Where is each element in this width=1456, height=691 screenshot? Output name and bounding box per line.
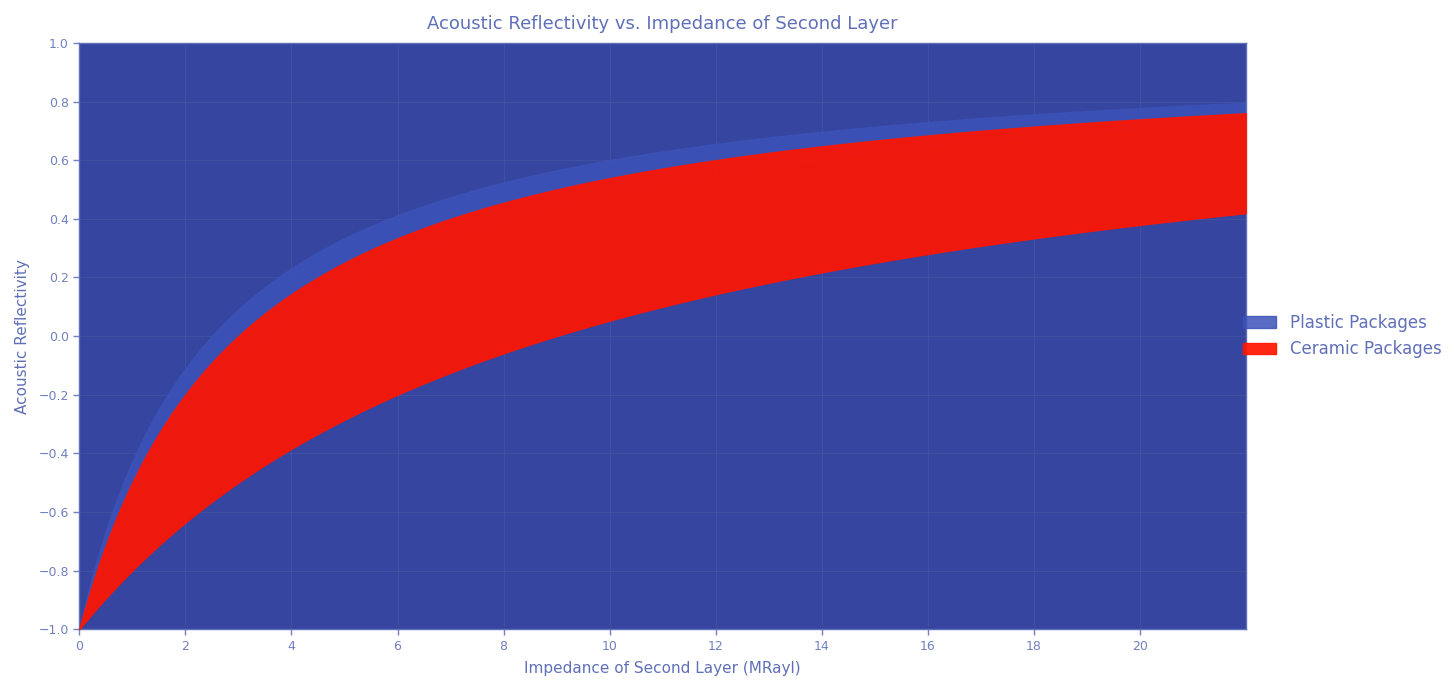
Title: Acoustic Reflectivity vs. Impedance of Second Layer: Acoustic Reflectivity vs. Impedance of S… xyxy=(428,15,898,33)
Y-axis label: Acoustic Reflectivity: Acoustic Reflectivity xyxy=(15,258,31,413)
Legend: Plastic Packages, Ceramic Packages: Plastic Packages, Ceramic Packages xyxy=(1236,307,1447,365)
X-axis label: Impedance of Second Layer (MRayl): Impedance of Second Layer (MRayl) xyxy=(524,661,801,676)
